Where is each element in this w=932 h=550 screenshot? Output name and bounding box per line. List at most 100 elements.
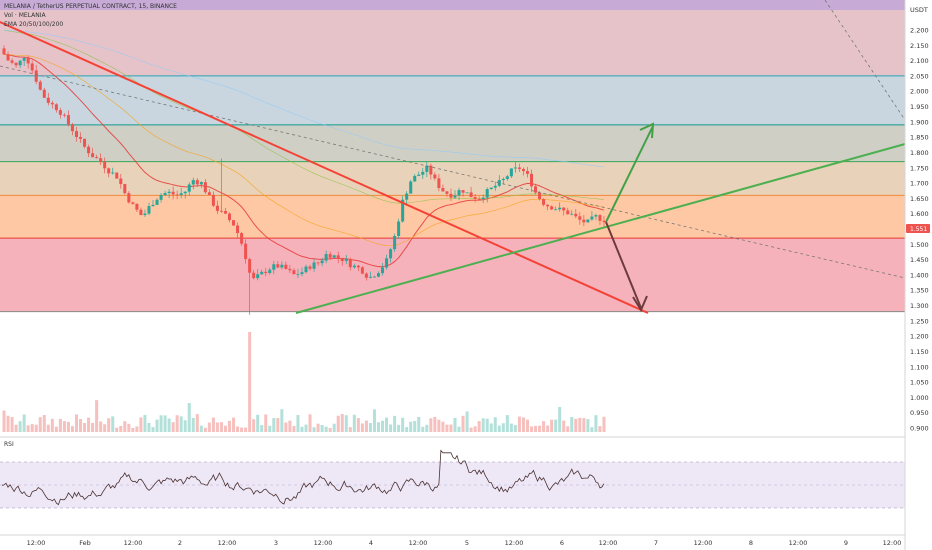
volume-bar xyxy=(147,422,151,432)
volume-bar xyxy=(191,417,195,432)
volume-bar xyxy=(497,425,501,432)
candle-body xyxy=(441,188,445,192)
volume-bar xyxy=(558,406,562,432)
candle-body xyxy=(457,190,461,196)
volume-bar xyxy=(473,426,477,432)
candle-body xyxy=(203,182,207,193)
candle-body xyxy=(95,157,99,159)
volume-bar xyxy=(340,414,344,432)
volume-bar xyxy=(304,424,308,432)
candle-body xyxy=(324,254,328,261)
volume-bar xyxy=(99,421,103,432)
volume-bar xyxy=(119,425,123,432)
volume-bar xyxy=(244,427,248,432)
candle-body xyxy=(409,181,413,194)
volume-bar xyxy=(284,422,288,432)
candle-body xyxy=(268,269,272,274)
price-tick: 2.000 xyxy=(910,88,929,96)
candle-body xyxy=(131,202,135,204)
volume-bar xyxy=(517,416,521,432)
volume-bar xyxy=(300,426,304,432)
candle-body xyxy=(38,81,42,90)
green-ascending-trendline xyxy=(295,143,906,314)
candle-body xyxy=(79,136,83,139)
time-tick: 12:00 xyxy=(694,539,713,547)
volume-bar xyxy=(381,420,385,432)
volume-bar xyxy=(469,427,473,432)
candle-body xyxy=(244,243,248,260)
volume-bar xyxy=(6,415,10,432)
price-tick: 1.900 xyxy=(910,118,929,126)
candle-body xyxy=(485,189,489,198)
candle-body xyxy=(62,114,66,116)
volume-bar xyxy=(521,417,525,432)
price-tick: 1.200 xyxy=(910,333,929,341)
volume-bar xyxy=(356,418,360,432)
volume-bar xyxy=(38,417,42,432)
candle-body xyxy=(179,193,183,195)
symbol-title: MELANIA / TetherUS PERPETUAL CONTRACT, 1… xyxy=(4,3,177,10)
price-tick: 1.750 xyxy=(910,164,929,172)
volume-bar xyxy=(183,420,187,432)
candle-body xyxy=(46,97,50,103)
rsi-line xyxy=(1,449,605,506)
ema-50-line xyxy=(3,53,605,247)
candle-body xyxy=(360,267,364,274)
price-axis[interactable]: USDT 2.200 2.150 2.100 2.050 2.000 1.950 1.900… xyxy=(904,0,932,550)
price-tick: 1.350 xyxy=(910,287,929,295)
candle-body xyxy=(489,187,493,190)
volume-bar xyxy=(248,332,252,432)
candle-body xyxy=(562,207,566,211)
chart-header: MELANIA / TetherUS PERPETUAL CONTRACT, 1… xyxy=(4,3,177,28)
candle-body xyxy=(42,89,46,98)
zone-6 xyxy=(0,238,905,312)
volume-bar xyxy=(155,419,159,432)
candle-body xyxy=(558,207,562,210)
zone-1 xyxy=(0,10,905,76)
candle-body xyxy=(356,265,360,268)
time-tick: 9 xyxy=(844,539,848,547)
price-tick: 1.650 xyxy=(910,195,929,203)
candle-body xyxy=(6,54,10,61)
price-tick: 1.100 xyxy=(910,363,929,371)
volume-bar xyxy=(534,425,538,432)
candle-body xyxy=(554,209,558,211)
time-tick: 12:00 xyxy=(883,539,902,547)
volume-bar xyxy=(437,419,441,432)
volume-bar xyxy=(554,419,558,432)
volume-bar xyxy=(143,414,147,432)
volume-bar xyxy=(417,416,421,432)
volume-bar xyxy=(570,416,574,432)
drawing-tools[interactable] xyxy=(0,0,906,314)
candle-body xyxy=(199,182,203,185)
volume-bar xyxy=(91,422,95,432)
volume-bar xyxy=(578,417,582,432)
candle-body xyxy=(509,168,513,177)
volume-bar xyxy=(223,425,227,432)
candle-body xyxy=(107,168,111,174)
volume-bar xyxy=(546,425,550,432)
candle-body xyxy=(115,172,119,179)
price-tick: 2.200 xyxy=(910,27,929,35)
time-axis[interactable]: 12:00 Feb 12:00 2 12:00 3 12:00 4 12:00 5 12:00 6 12… xyxy=(0,534,905,547)
dashed-trendline-steep xyxy=(824,0,906,121)
price-tick: 1.700 xyxy=(910,180,929,188)
time-tick: 12:00 xyxy=(218,539,237,547)
price-tick: 1.950 xyxy=(910,103,929,111)
candle-body xyxy=(248,259,252,273)
current-price-badge: 1.551 xyxy=(906,224,930,233)
candle-body xyxy=(223,211,227,214)
time-tick: 12:00 xyxy=(409,539,428,547)
candle-body xyxy=(546,204,550,207)
candle-body xyxy=(127,193,131,203)
candle-body xyxy=(316,262,320,264)
volume-bar xyxy=(276,418,280,432)
candle-body xyxy=(469,192,473,198)
volume-bar xyxy=(219,422,223,432)
volume-bar xyxy=(70,426,74,432)
volume-bar xyxy=(66,421,70,432)
candle-body xyxy=(54,104,58,111)
zone-3 xyxy=(0,124,905,162)
candle-body xyxy=(433,174,437,179)
